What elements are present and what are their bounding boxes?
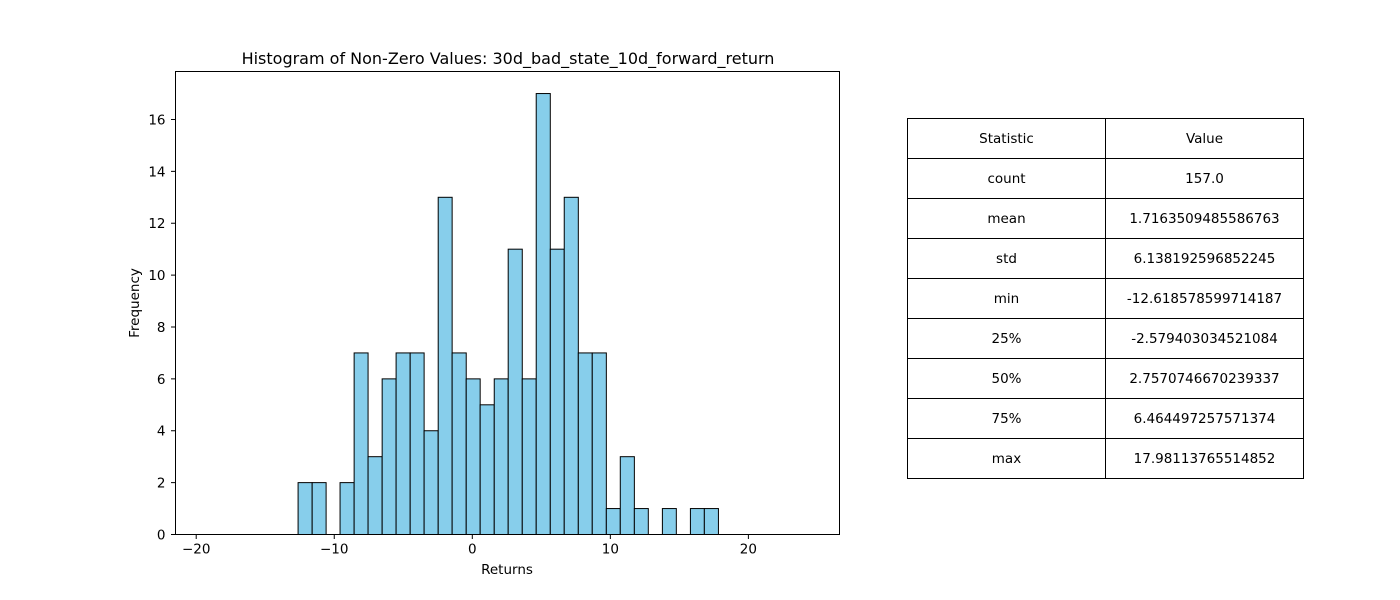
chart-title: Histogram of Non-Zero Values: 30d_bad_st… bbox=[242, 49, 775, 69]
histogram-bar bbox=[493, 378, 509, 535]
stat-value: 6.464497257571374 bbox=[1105, 398, 1304, 439]
stat-name: mean bbox=[907, 198, 1106, 239]
table-row: std 6.138192596852245 bbox=[907, 238, 1304, 279]
y-tick-label: 8 bbox=[157, 320, 166, 336]
histogram-bar bbox=[367, 456, 383, 535]
table-row: mean 1.7163509485586763 bbox=[907, 198, 1304, 239]
header-value: Value bbox=[1105, 118, 1304, 159]
y-axis-ticks: 0 2 4 6 8 10 12 14 16 bbox=[148, 112, 176, 544]
stat-value: 6.138192596852245 bbox=[1105, 238, 1304, 279]
histogram-bar bbox=[451, 352, 467, 535]
stat-name: 50% bbox=[907, 358, 1106, 399]
table-header-row: Statistic Value bbox=[907, 118, 1304, 159]
histogram-bar bbox=[535, 93, 551, 536]
x-tick-label: −10 bbox=[320, 542, 349, 558]
table-row: 25% -2.579403034521084 bbox=[907, 318, 1304, 359]
y-tick-label: 16 bbox=[148, 112, 165, 128]
histogram-bar bbox=[591, 352, 607, 535]
y-tick-label: 10 bbox=[148, 268, 165, 284]
histogram-bar bbox=[437, 196, 453, 535]
stat-name: 25% bbox=[907, 318, 1106, 359]
histogram-bar bbox=[633, 508, 649, 535]
table-row: count 157.0 bbox=[907, 158, 1304, 199]
histogram-bar bbox=[689, 508, 705, 535]
stat-name: count bbox=[907, 158, 1106, 199]
histogram-bar bbox=[465, 378, 481, 535]
table-row: 50% 2.7570746670239337 bbox=[907, 358, 1304, 399]
histogram-bar bbox=[703, 508, 719, 535]
histogram-bar bbox=[353, 352, 369, 535]
x-tick-label: 20 bbox=[740, 542, 757, 558]
table-row: 75% 6.464497257571374 bbox=[907, 398, 1304, 439]
histogram-bar bbox=[479, 404, 495, 536]
histogram-bar bbox=[409, 352, 425, 535]
histogram-bar bbox=[339, 482, 355, 536]
stat-name: 75% bbox=[907, 398, 1106, 439]
stat-value: 2.7570746670239337 bbox=[1105, 358, 1304, 399]
x-axis-ticks: −20 −10 0 10 20 bbox=[182, 534, 757, 558]
y-axis-label: Frequency bbox=[127, 268, 143, 338]
histogram-bars bbox=[297, 93, 719, 536]
stat-name: std bbox=[907, 238, 1106, 279]
stat-value: 157.0 bbox=[1105, 158, 1304, 199]
x-tick-label: −20 bbox=[182, 542, 211, 558]
histogram-bar bbox=[507, 248, 523, 536]
histogram-bar bbox=[381, 378, 397, 535]
stat-name: min bbox=[907, 278, 1106, 319]
y-tick-label: 2 bbox=[157, 476, 166, 492]
histogram-bar bbox=[577, 352, 593, 535]
histogram-bar bbox=[297, 482, 313, 536]
y-tick-label: 14 bbox=[148, 164, 165, 180]
stat-value: 17.98113765514852 bbox=[1105, 438, 1304, 479]
plot-frame bbox=[175, 71, 840, 535]
x-axis-label: Returns bbox=[481, 562, 533, 578]
stat-value: -12.618578599714187 bbox=[1105, 278, 1304, 319]
histogram-bar bbox=[395, 352, 411, 535]
histogram-bar bbox=[521, 378, 537, 535]
histogram-bar bbox=[605, 508, 621, 535]
table-row: min -12.618578599714187 bbox=[907, 278, 1304, 319]
y-tick-label: 6 bbox=[157, 372, 166, 388]
histogram-bar bbox=[311, 482, 327, 536]
histogram-bar bbox=[549, 248, 565, 536]
histogram-bar bbox=[619, 456, 635, 535]
header-statistic: Statistic bbox=[907, 118, 1106, 159]
stat-value: -2.579403034521084 bbox=[1105, 318, 1304, 359]
x-tick-label: 10 bbox=[602, 542, 619, 558]
histogram-bar bbox=[661, 508, 677, 535]
y-tick-label: 4 bbox=[157, 424, 166, 440]
histogram-bar bbox=[563, 196, 579, 535]
stat-value: 1.7163509485586763 bbox=[1105, 198, 1304, 239]
stat-name: max bbox=[907, 438, 1106, 479]
y-tick-label: 0 bbox=[157, 528, 166, 544]
x-tick-label: 0 bbox=[468, 542, 477, 558]
histogram-bar bbox=[423, 430, 439, 535]
statistics-table: Statistic Value count 157.0 mean 1.71635… bbox=[907, 118, 1304, 479]
y-tick-label: 12 bbox=[148, 216, 165, 232]
table-row: max 17.98113765514852 bbox=[907, 438, 1304, 479]
